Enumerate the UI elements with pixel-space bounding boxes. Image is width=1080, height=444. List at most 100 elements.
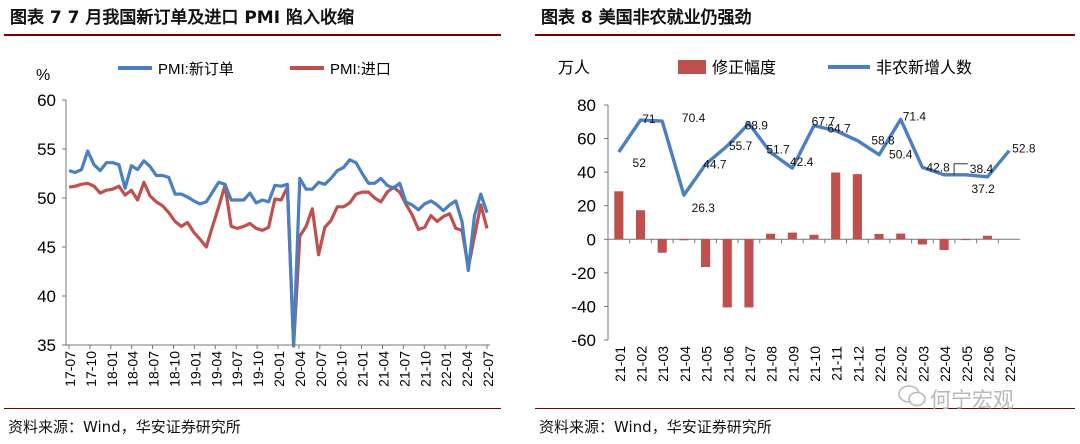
x-tick-label: 20-04 [292, 351, 308, 387]
y-tick-label: -40 [571, 297, 596, 316]
data-label: 42.4 [790, 155, 814, 169]
data-label: 38.4 [970, 162, 994, 176]
right-source: 资料来源：Wind，华安证券研究所 [539, 418, 772, 436]
y-tick-label: -20 [571, 264, 596, 283]
x-tick-label: 20-10 [334, 351, 350, 387]
data-label: 52 [633, 156, 647, 170]
y-tick-label: 50 [37, 189, 56, 208]
revision-bar [701, 239, 711, 267]
legend-label: 修正幅度 [712, 59, 776, 77]
data-label: 44.7 [703, 157, 727, 171]
x-tick-label: 22-01 [438, 351, 454, 387]
x-tick-label: 21-08 [764, 346, 780, 382]
revision-bar [679, 239, 689, 241]
x-tick-label: 22-06 [980, 346, 996, 382]
revision-bar [744, 239, 754, 308]
y-tick-label: 35 [37, 336, 56, 355]
y-tick-label: 40 [37, 287, 56, 306]
x-tick-label: 18-10 [167, 351, 183, 387]
x-tick-label: 21-12 [850, 346, 866, 382]
x-tick-label: 21-06 [720, 346, 736, 382]
left-chart-title: 图表 7 7 月我国新订单及进口 PMI 陷入收缩 [10, 8, 354, 28]
x-tick-label: 21-07 [742, 346, 758, 382]
data-label: 71.4 [903, 109, 927, 123]
x-tick-label: 19-01 [187, 351, 203, 387]
watermark: 何宁宏观 [930, 388, 1014, 412]
x-tick-label: 22-04 [937, 346, 953, 382]
data-label: 58.8 [871, 134, 895, 148]
revision-bar [961, 239, 971, 241]
x-tick-label: 21-05 [699, 346, 715, 382]
y-tick-label: 0 [587, 230, 596, 249]
series-line-imports [68, 180, 489, 348]
x-tick-label: 21-10 [417, 351, 433, 387]
revision-bar [982, 235, 993, 240]
right-chart-title: 图表 8 美国非农就业仍强劲 [541, 8, 752, 28]
revision-bar [787, 232, 797, 240]
left-title-rule [4, 34, 501, 36]
x-tick-label: 21-04 [376, 351, 392, 387]
revision-bar [852, 174, 862, 240]
revision-bar [657, 239, 667, 253]
data-label: 52.8 [1012, 142, 1036, 156]
x-tick-label: 20-07 [313, 351, 329, 387]
data-label: 51.7 [766, 143, 790, 157]
legend-label: PMI:进口 [330, 61, 391, 78]
revision-bar [766, 233, 776, 240]
x-tick-label: 19-07 [229, 351, 245, 387]
revision-bar [614, 191, 624, 240]
x-tick-label: 17-07 [62, 351, 78, 387]
series-line-nfp [617, 117, 1011, 197]
data-label: 42.8 [926, 160, 950, 174]
revision-bar [917, 239, 927, 245]
data-label: 71 [642, 112, 656, 126]
legend-swatch-revision [678, 60, 706, 74]
revision-bar [809, 234, 819, 240]
revision-bar [896, 233, 906, 240]
right-bottom-rule [535, 408, 1075, 409]
y-axis-unit: % [36, 67, 50, 84]
x-tick-label: 21-07 [396, 351, 412, 387]
x-tick-label: 21-02 [634, 346, 650, 382]
x-tick-label: 22-03 [915, 346, 931, 382]
legend-label: 非农新增人数 [876, 59, 972, 77]
x-tick-label: 21-11 [829, 346, 845, 381]
data-label: 67.7 [812, 115, 836, 129]
x-tick-label: 21-04 [677, 346, 693, 382]
x-tick-label: 18-01 [104, 351, 120, 387]
x-tick-label: 21-01 [355, 351, 371, 387]
left-bottom-rule [4, 408, 501, 409]
revision-bar [722, 239, 732, 308]
y-tick-label: 45 [37, 238, 56, 257]
revision-bar [831, 172, 841, 240]
right-title-rule [535, 34, 1075, 36]
wechat-icon [898, 385, 926, 407]
legend-label: PMI:新订单 [158, 61, 234, 78]
x-tick-label: 21-01 [612, 346, 628, 382]
x-tick-label: 17-10 [83, 351, 99, 387]
x-tick-label: 21-03 [655, 346, 671, 382]
data-label: 26.3 [692, 201, 716, 215]
x-tick-label: 22-07 [480, 351, 496, 387]
x-tick-label: 18-04 [125, 351, 141, 387]
revision-bar [939, 239, 949, 251]
x-tick-label: 21-09 [785, 346, 801, 382]
data-label: 68.9 [745, 119, 769, 133]
y-tick-label: 80 [577, 96, 596, 115]
y-tick-label: 60 [37, 91, 56, 110]
series-line-neworders [68, 149, 489, 347]
data-label: 55.7 [729, 139, 753, 153]
y-tick-label: -60 [571, 331, 596, 350]
data-label: 50.4 [889, 148, 913, 162]
y-tick-label: 60 [577, 130, 596, 149]
data-label: 37.2 [971, 182, 995, 196]
left-chart: PMI:新订单 PMI:进口% 35 40 45 50 55 60 17-07 17-10 18-0… [36, 61, 496, 387]
x-tick-label: 19-04 [208, 351, 224, 387]
x-tick-label: 22-07 [1002, 346, 1018, 382]
x-tick-label: 18-07 [146, 351, 162, 387]
data-label: 64.7 [827, 122, 851, 136]
x-tick-label: 22-05 [959, 346, 975, 382]
x-tick-label: 22-04 [459, 351, 475, 387]
y-tick-label: 55 [37, 140, 56, 159]
x-tick-label: 19-10 [250, 351, 266, 387]
